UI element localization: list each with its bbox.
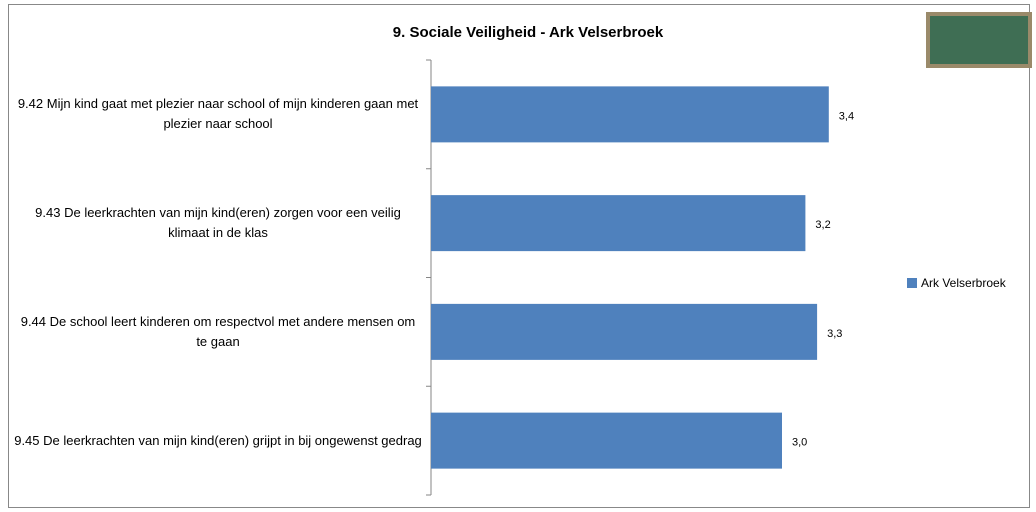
legend-label: Ark Velserbroek xyxy=(921,276,1007,290)
category-label: 9.43 De leerkrachten van mijn kind(eren)… xyxy=(35,205,401,241)
data-label: 3,4 xyxy=(839,110,854,122)
bar xyxy=(431,303,818,360)
data-label: 3,2 xyxy=(815,219,830,231)
badge-board xyxy=(926,12,1032,68)
data-label: 3,0 xyxy=(792,437,807,449)
chart-title: 9. Sociale Veiligheid - Ark Velserbroek xyxy=(393,24,664,41)
category-label: 9.44 De school leert kinderen om respect… xyxy=(20,313,416,349)
legend-swatch xyxy=(907,278,917,288)
category-label: 9.45 De leerkrachten van mijn kind(eren)… xyxy=(14,432,422,448)
bar xyxy=(431,195,806,252)
bar xyxy=(431,412,782,469)
category-label: 9.42 Mijn kind gaat met plezier naar sch… xyxy=(17,96,419,132)
data-label: 3,3 xyxy=(827,328,842,340)
bar xyxy=(431,86,829,143)
badge xyxy=(926,12,1032,68)
